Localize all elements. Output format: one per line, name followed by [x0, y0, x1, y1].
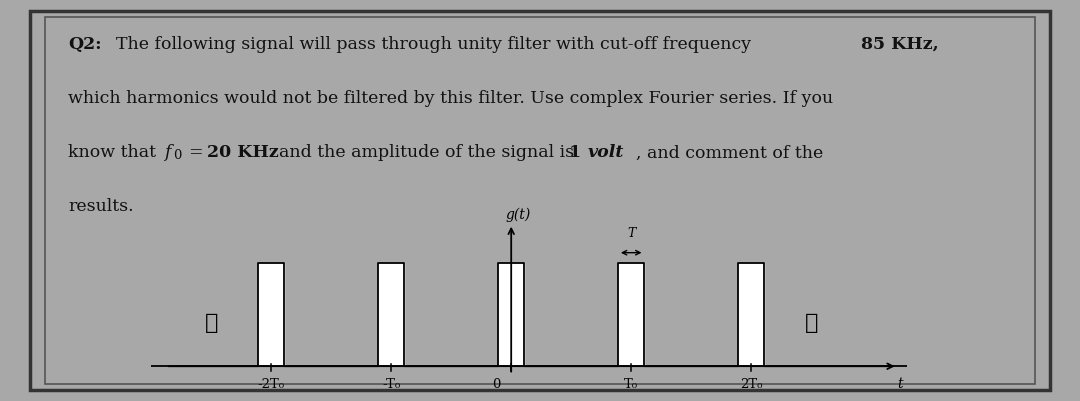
Text: 2T₀: 2T₀: [740, 378, 762, 391]
Text: T₀: T₀: [624, 378, 638, 391]
Text: , and comment of the: , and comment of the: [636, 144, 823, 161]
Text: t: t: [896, 377, 903, 391]
Text: volt: volt: [588, 144, 624, 161]
Text: -T₀: -T₀: [382, 378, 401, 391]
Text: and the amplitude of the signal is: and the amplitude of the signal is: [279, 144, 573, 161]
Text: 1: 1: [569, 144, 581, 161]
Text: =: =: [188, 144, 203, 161]
Text: -2T₀: -2T₀: [258, 378, 285, 391]
Text: g(t): g(t): [505, 207, 531, 222]
Text: 0: 0: [173, 149, 181, 162]
Text: T: T: [627, 227, 635, 240]
Text: The following signal will pass through unity filter with cut-off frequency: The following signal will pass through u…: [116, 36, 751, 53]
Text: ⋯: ⋯: [204, 312, 218, 334]
Text: 0: 0: [492, 378, 500, 391]
Text: ⋯: ⋯: [805, 312, 818, 334]
Text: 20 KHz: 20 KHz: [207, 144, 279, 161]
Text: Q2:: Q2:: [68, 36, 102, 53]
Text: 85 KHz,: 85 KHz,: [861, 36, 939, 53]
Text: results.: results.: [68, 198, 134, 215]
Text: which harmonics would not be filtered by this filter. Use complex Fourier series: which harmonics would not be filtered by…: [68, 90, 833, 107]
Text: f: f: [164, 144, 171, 161]
Text: know that: know that: [68, 144, 162, 161]
